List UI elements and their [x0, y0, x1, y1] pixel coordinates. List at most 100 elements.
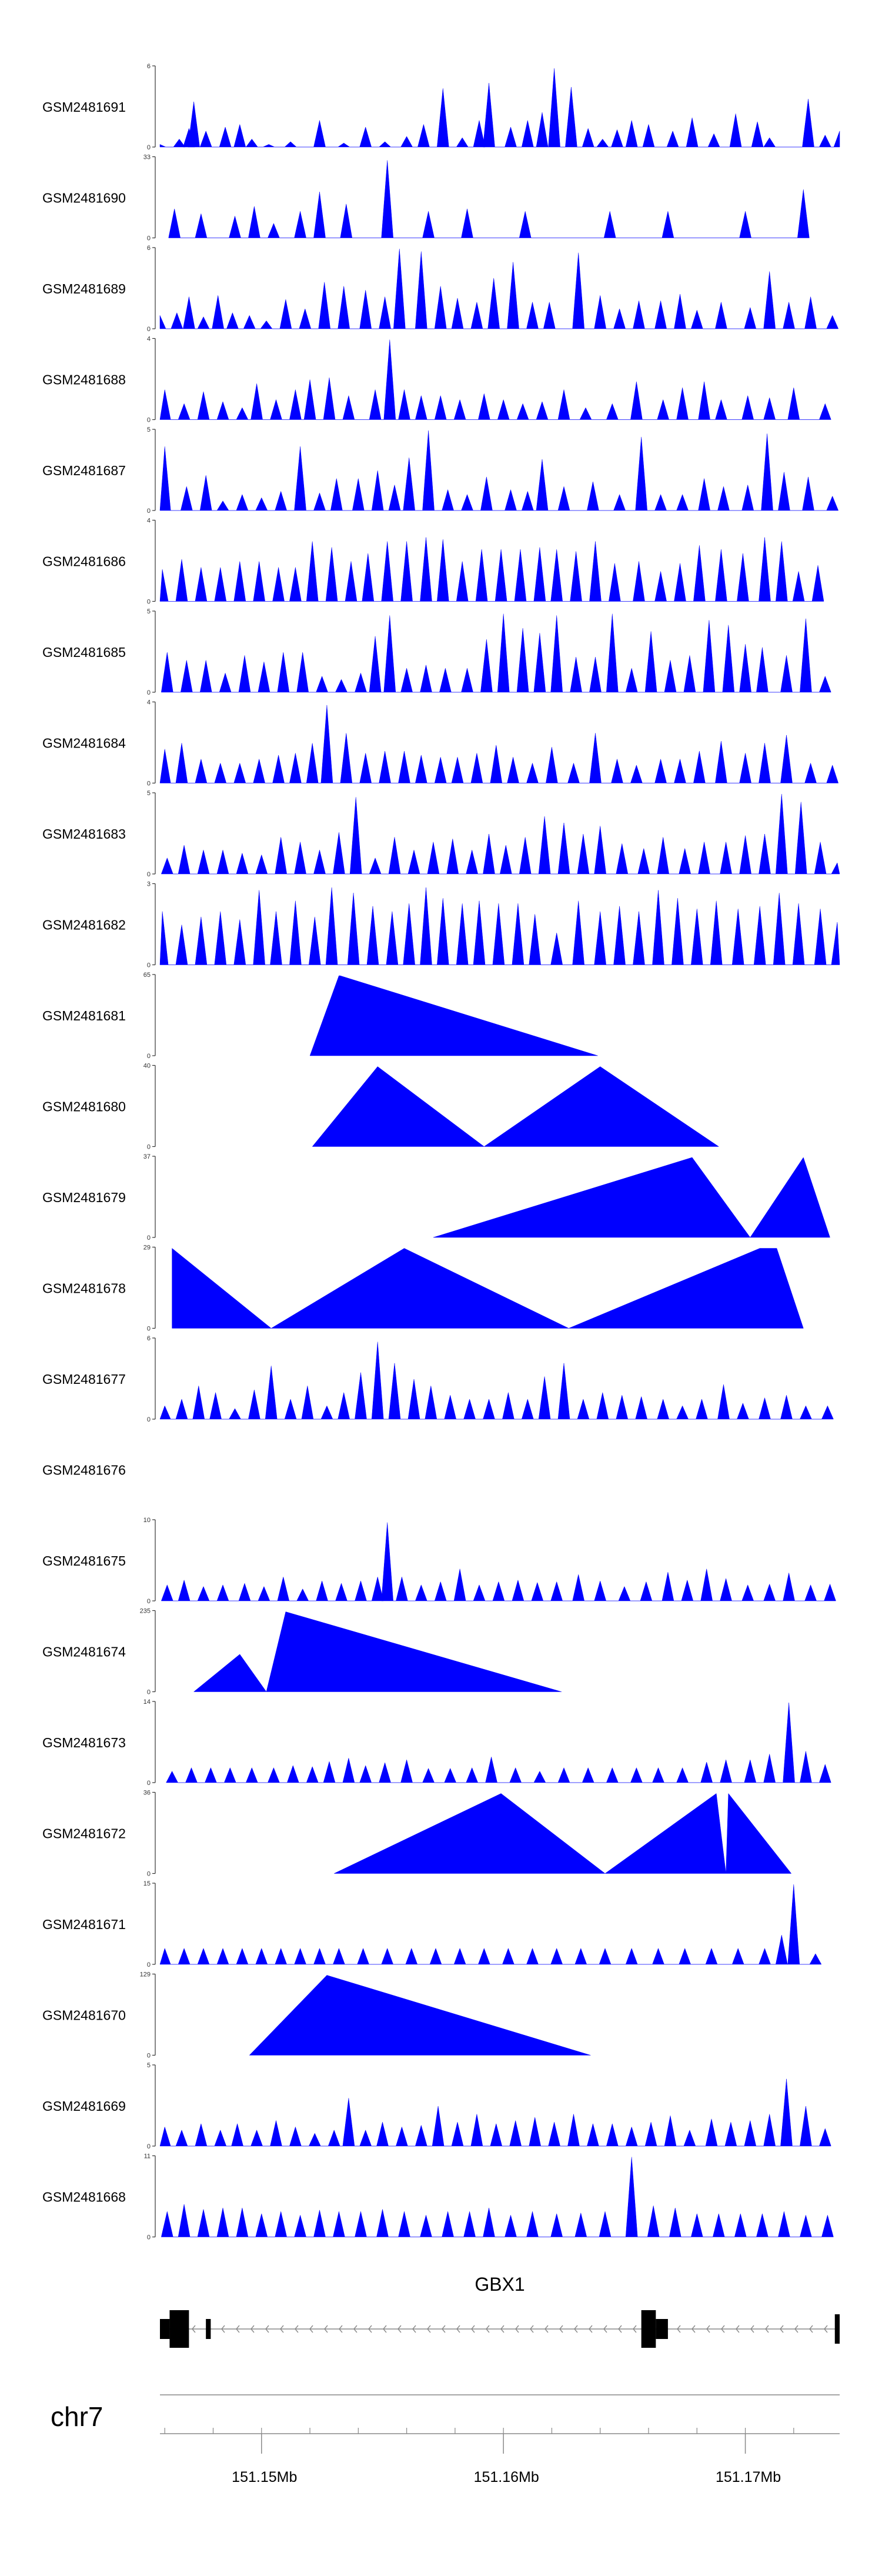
coverage-area [159, 1884, 822, 1965]
track-label: GSM2481669 [42, 2098, 126, 2114]
strand-arrow [618, 2325, 622, 2333]
strand-arrow [192, 2325, 196, 2333]
strand-arrow [221, 2325, 225, 2333]
coverage-area [159, 2078, 831, 2147]
y-max-label: 65 [143, 972, 151, 979]
track-gsm2481674: GSM2481674 235 0 [42, 1608, 562, 1696]
strand-arrow [736, 2325, 740, 2333]
y-max-label: 5 [147, 608, 151, 615]
coverage-area [159, 430, 839, 511]
track-label: GSM2481674 [42, 1644, 126, 1660]
track-label: GSM2481681 [42, 1008, 126, 1023]
y-max-label: 40 [143, 1063, 151, 1070]
y-max-label: 33 [143, 154, 151, 161]
coverage-area [172, 1247, 804, 1329]
strand-arrow [368, 2325, 372, 2333]
y-min-label: 0 [147, 1326, 151, 1333]
strand-arrow [589, 2325, 593, 2333]
exon [641, 2310, 656, 2348]
y-min-label: 0 [147, 1689, 151, 1696]
track-label: GSM2481671 [42, 1917, 126, 1932]
track-label: GSM2481679 [42, 1190, 126, 1205]
coverage-area [159, 887, 840, 965]
exon [834, 2314, 840, 2344]
y-min-label: 0 [147, 417, 151, 424]
coverage-area [312, 1066, 720, 1147]
strand-arrow [824, 2325, 828, 2333]
strand-arrow [427, 2325, 431, 2333]
y-min-label: 0 [147, 144, 151, 151]
y-max-label: 29 [143, 1244, 151, 1252]
exon [169, 2310, 189, 2348]
strand-arrow [706, 2325, 710, 2333]
y-min-label: 0 [147, 1053, 151, 1060]
tracks-group: GSM248169160GSM2481690330GSM248168960GSM… [42, 63, 840, 2241]
strand-arrow [544, 2325, 549, 2333]
coverage-area [334, 1793, 792, 1874]
coverage-area [161, 2157, 834, 2237]
strand-arrow [515, 2325, 519, 2333]
strand-arrow [677, 2325, 681, 2333]
y-max-label: 4 [147, 699, 151, 706]
strand-arrow [486, 2325, 490, 2333]
coverage-area [166, 1702, 831, 1783]
strand-arrow [339, 2325, 343, 2333]
coverage-area [161, 1522, 836, 1601]
coverage-area [159, 68, 840, 148]
y-min-label: 0 [147, 2143, 151, 2150]
exon [206, 2319, 211, 2339]
strand-arrow [236, 2325, 240, 2333]
strand-arrow [397, 2325, 402, 2333]
strand-arrow [456, 2325, 460, 2333]
track-gsm2481687: GSM2481687 5 0 [42, 426, 839, 515]
y-min-label: 0 [147, 326, 151, 333]
y-min-label: 0 [147, 1780, 151, 1787]
coordinate-label: 151.15Mb [232, 2469, 297, 2485]
coverage-area [159, 537, 824, 602]
y-max-label: 15 [143, 1880, 151, 1887]
y-min-label: 0 [147, 962, 151, 969]
y-max-label: 6 [147, 63, 151, 70]
track-label: GSM2481691 [42, 99, 126, 115]
track-label: GSM2481677 [42, 1372, 126, 1387]
track-gsm2481683: GSM2481683 5 0 [42, 790, 840, 878]
track-label: GSM2481686 [42, 554, 126, 569]
track-label: GSM2481685 [42, 645, 126, 660]
track-gsm2481681: GSM2481681 65 0 [42, 972, 598, 1060]
coverage-area [433, 1157, 830, 1238]
track-gsm2481676: GSM2481676 [42, 1463, 126, 1478]
exon [656, 2319, 668, 2339]
y-min-label: 0 [147, 1961, 151, 1968]
coverage-area [168, 160, 810, 238]
track-gsm2481684: GSM2481684 4 0 [42, 699, 839, 788]
track-gsm2481680: GSM2481680 40 0 [42, 1063, 720, 1151]
track-label: GSM2481680 [42, 1099, 126, 1115]
track-label: GSM2481689 [42, 281, 126, 296]
strand-arrow [574, 2325, 578, 2333]
strand-arrow [295, 2325, 299, 2333]
track-label: GSM2481690 [42, 191, 126, 206]
coverage-area [161, 613, 831, 693]
track-label: GSM2481670 [42, 2008, 126, 2023]
track-gsm2481691: GSM2481691 6 0 [42, 63, 840, 151]
strand-arrow [633, 2325, 637, 2333]
strand-arrow [691, 2325, 696, 2333]
track-gsm2481668: GSM2481668 11 0 [42, 2153, 834, 2241]
track-gsm2481675: GSM2481675 10 0 [42, 1517, 836, 1605]
coverage-area [159, 248, 839, 329]
track-label: GSM2481676 [42, 1463, 126, 1478]
y-max-label: 37 [143, 1153, 151, 1160]
track-gsm2481690: GSM2481690 33 0 [42, 154, 810, 242]
strand-arrow [412, 2325, 416, 2333]
y-min-label: 0 [147, 235, 151, 242]
strand-arrow [250, 2325, 255, 2333]
y-max-label: 14 [143, 1699, 151, 1706]
track-gsm2481677: GSM2481677 6 0 [42, 1335, 834, 1423]
y-min-label: 0 [147, 871, 151, 878]
coverage-area [159, 705, 839, 783]
y-min-label: 0 [147, 689, 151, 696]
track-label: GSM2481683 [42, 826, 126, 842]
strand-arrow [353, 2325, 358, 2333]
strand-arrow [765, 2325, 769, 2333]
track-label: GSM2481668 [42, 2190, 126, 2205]
